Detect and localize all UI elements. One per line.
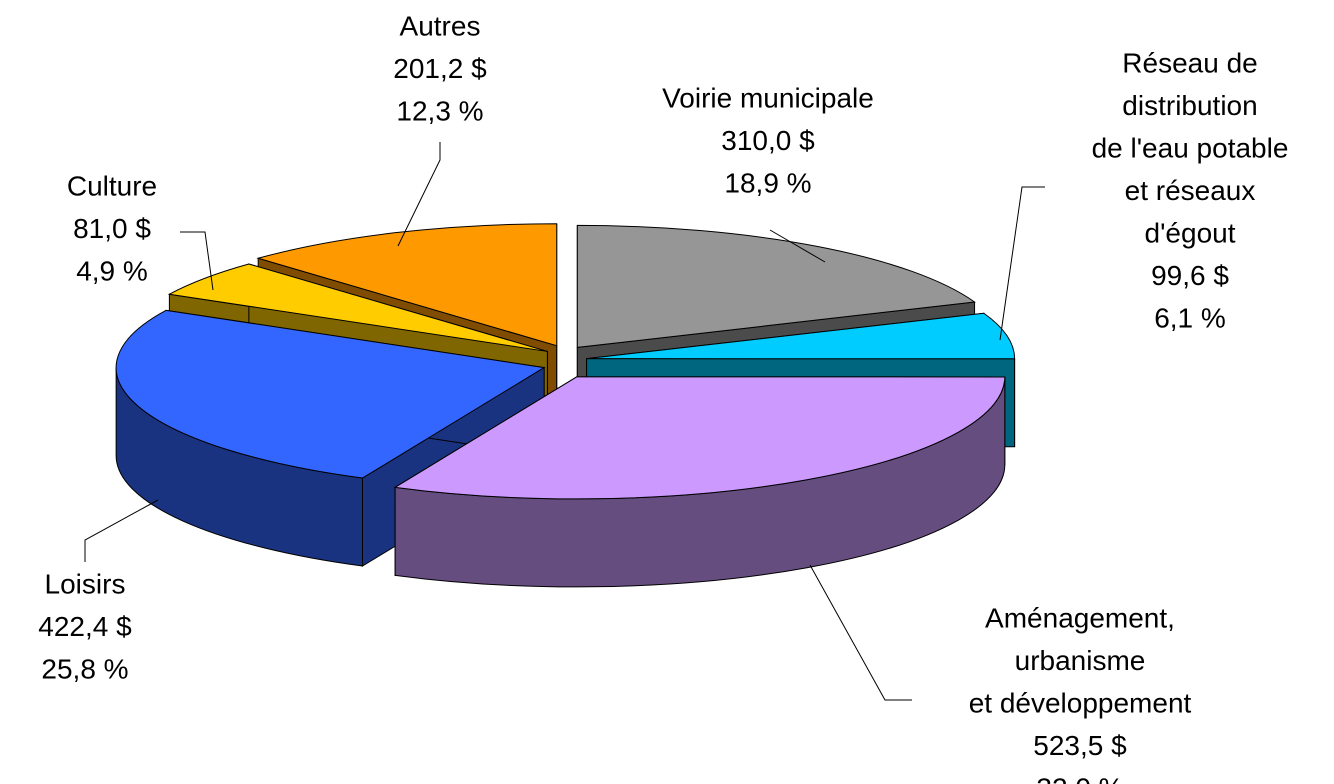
value-label: 310,0 $: [721, 125, 815, 156]
slice-label: Autres: [400, 10, 481, 41]
slice-label: de l'eau potable: [1092, 132, 1289, 163]
leader-line: [809, 564, 912, 701]
value-label: 81,0 $: [73, 213, 151, 244]
slice-top: [167, 263, 548, 352]
percent-label: 18,9 %: [724, 167, 811, 198]
percent-label: 12,3 %: [396, 95, 483, 126]
slice-label: d'égout: [1145, 217, 1236, 248]
slice-top: [576, 224, 976, 348]
value-label: 422,4 $: [38, 611, 132, 642]
slice-top: [115, 309, 546, 479]
slice-label: Voirie municipale: [662, 82, 874, 113]
slice: [393, 375, 1006, 588]
slice-label: et réseaux: [1125, 175, 1256, 206]
slice-label: Réseau de: [1122, 47, 1257, 78]
leader-line: [999, 186, 1045, 341]
slice-label: urbanisme: [1015, 645, 1146, 676]
slice-label: Loisirs: [45, 568, 126, 599]
value-label: 523,5 $: [1033, 730, 1127, 761]
slice-top: [393, 376, 1006, 500]
percent-label: 32,0 %: [1036, 772, 1123, 784]
value-label: 99,6 $: [1151, 260, 1229, 291]
slice-top: [586, 312, 1016, 360]
percent-label: 6,1 %: [1154, 302, 1226, 333]
slice-label: Culture: [67, 170, 157, 201]
percent-label: 4,9 %: [76, 255, 148, 286]
slice-label: distribution: [1122, 90, 1257, 121]
leader-line: [84, 499, 159, 562]
value-label: 201,2 $: [393, 53, 487, 84]
leader-line: [769, 229, 826, 263]
slice-label: et développement: [969, 687, 1192, 718]
slice-top: [256, 223, 558, 347]
slice-label: Aménagement,: [985, 602, 1175, 633]
leader-line: [397, 142, 441, 247]
percent-label: 25,8 %: [41, 653, 128, 684]
leader-line: [180, 231, 214, 291]
